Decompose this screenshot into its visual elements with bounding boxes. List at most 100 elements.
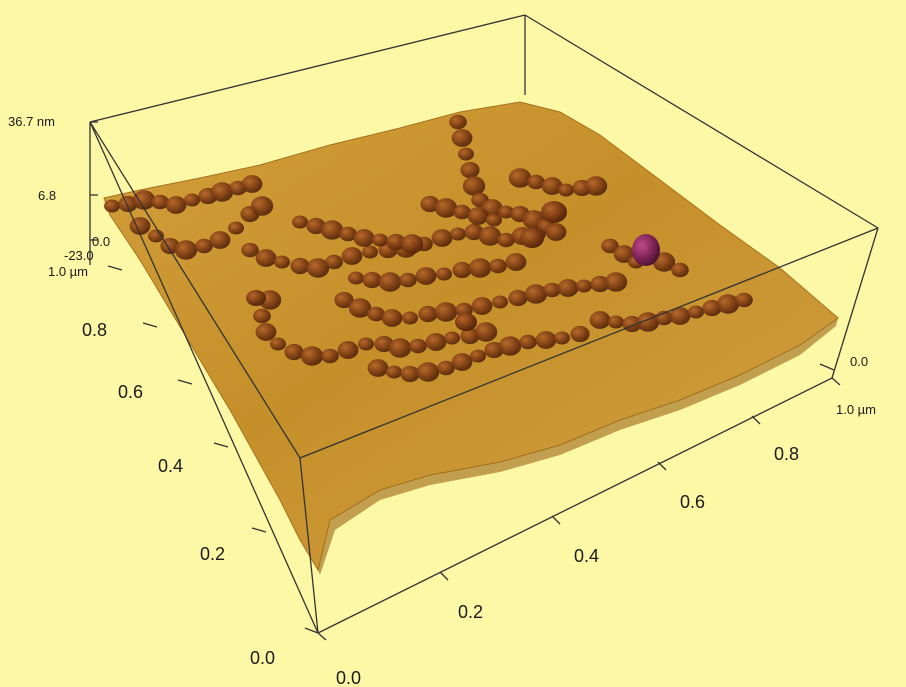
particle (372, 233, 388, 247)
particle (535, 331, 557, 349)
particle (589, 311, 611, 329)
particle (604, 272, 628, 292)
particle (241, 175, 263, 193)
particle (388, 338, 412, 358)
particle (484, 341, 504, 359)
particle (671, 262, 689, 278)
particle (434, 198, 458, 218)
particle (541, 177, 563, 195)
particle (246, 290, 266, 306)
particle (558, 183, 574, 197)
particle (453, 204, 471, 220)
z-axis-tick-zero: 0.0 (92, 234, 110, 249)
particle (497, 232, 515, 248)
particle (339, 226, 357, 242)
particle (543, 282, 561, 298)
particle (545, 223, 567, 241)
particle (415, 267, 437, 285)
particle (104, 199, 120, 213)
particle (467, 207, 489, 225)
particle (274, 255, 290, 269)
particle (462, 176, 486, 196)
particle (165, 196, 187, 214)
particle (590, 275, 610, 293)
particle (306, 258, 330, 278)
particle (458, 147, 474, 161)
particle (400, 234, 424, 254)
particle (337, 341, 359, 359)
particle (436, 267, 452, 281)
particle (306, 217, 326, 235)
particle (716, 294, 740, 314)
particle (409, 338, 427, 354)
particle (210, 182, 234, 202)
particle (241, 242, 259, 258)
particle (320, 220, 344, 240)
particle (341, 247, 363, 265)
particle (367, 306, 385, 322)
bounding-box-front (89, 121, 879, 634)
z-axis-tick-mid: 6.8 (38, 188, 56, 203)
particle (557, 279, 579, 297)
particle (250, 196, 274, 216)
x-axis-tick-0-2: 0.2 (458, 602, 483, 622)
particle (470, 349, 486, 363)
particle (520, 228, 544, 248)
particle (601, 238, 619, 254)
particle (228, 221, 244, 235)
particle (669, 307, 691, 325)
y-axis-tick-0-0: 0.0 (250, 648, 275, 668)
particle (399, 272, 417, 288)
particle (425, 333, 447, 351)
particle (118, 195, 138, 213)
particle (362, 271, 382, 289)
right-axis-tick-0-0: 0.0 (850, 354, 868, 369)
particle (209, 231, 231, 249)
particle (460, 161, 480, 179)
particle (492, 295, 508, 309)
particle (519, 334, 537, 350)
particle (437, 360, 455, 376)
particle (148, 229, 164, 243)
bounding-box-back (89, 14, 879, 229)
particle (449, 114, 467, 130)
particle (508, 289, 528, 307)
particle (132, 190, 156, 210)
y-axis-tick-0-2: 0.2 (200, 544, 225, 564)
particle (576, 279, 592, 293)
particle (450, 227, 466, 241)
particle (702, 299, 722, 317)
particle (402, 311, 418, 325)
z-axis-tick-bottom: -23.0 (64, 248, 94, 263)
x-axis-tick-0-6: 0.6 (680, 492, 705, 512)
particle (505, 253, 527, 271)
x-axis-tick-1-0: 1.0 µm (836, 402, 876, 417)
particle (460, 327, 480, 345)
y-axis-tick-0-6: 0.6 (118, 382, 143, 402)
particle (381, 309, 403, 327)
particle (129, 217, 151, 235)
particle (374, 335, 394, 353)
particle (386, 365, 402, 379)
particle (255, 323, 277, 341)
particle (292, 215, 308, 229)
particle (386, 233, 406, 251)
particle (348, 298, 372, 318)
y-axis-tick-1-0: 1.0 µm (48, 264, 88, 279)
particle-chains (104, 114, 753, 383)
particle (151, 194, 169, 210)
particle (451, 353, 473, 371)
particle (367, 359, 389, 377)
particle (489, 258, 507, 274)
particle (321, 348, 339, 364)
particle (434, 302, 458, 322)
particle (688, 305, 704, 319)
particle (255, 249, 277, 267)
particle (478, 226, 502, 246)
particle (452, 261, 472, 279)
particle (378, 272, 402, 292)
y-axis-tick-0-8: 0.8 (82, 320, 107, 340)
particle (524, 284, 548, 304)
particle (444, 331, 460, 345)
